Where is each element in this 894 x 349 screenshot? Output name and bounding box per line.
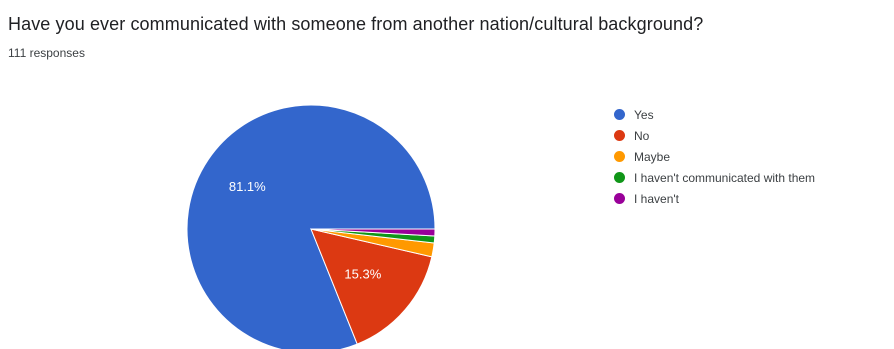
legend-swatch-yes <box>614 109 625 120</box>
pie-label-yes: 81.1% <box>229 179 266 194</box>
legend-label-no: No <box>634 128 650 143</box>
legend-label-havent: I haven't <box>634 191 679 206</box>
legend-swatch-maybe <box>614 151 625 162</box>
legend-swatch-no <box>614 130 625 141</box>
pie-slice-no[interactable] <box>310 228 433 345</box>
legend-label-yes: Yes <box>634 107 654 122</box>
question-title: Have you ever communicated with someone … <box>8 14 704 34</box>
response-count: 111 responses <box>8 46 85 60</box>
legend-item-no[interactable]: No <box>614 125 815 146</box>
legend-swatch-havent <box>614 193 625 204</box>
legend-label-maybe: Maybe <box>634 149 671 164</box>
legend-item-yes[interactable]: Yes <box>614 104 815 125</box>
pie-slice-yes[interactable] <box>186 104 436 349</box>
legend-item-maybe[interactable]: Maybe <box>614 146 815 167</box>
legend-item-havent-communicated[interactable]: I haven't communicated with them <box>614 167 815 188</box>
legend-swatch-havent-communicated <box>614 172 625 183</box>
pie-slice-havent[interactable] <box>310 228 436 237</box>
legend-item-havent[interactable]: I haven't <box>614 188 815 209</box>
chart-legend: Yes No Maybe I haven't communicated with… <box>614 104 815 209</box>
legend-label-havent-communicated: I haven't communicated with them <box>634 170 816 185</box>
pie-label-no: 15.3% <box>344 266 381 281</box>
